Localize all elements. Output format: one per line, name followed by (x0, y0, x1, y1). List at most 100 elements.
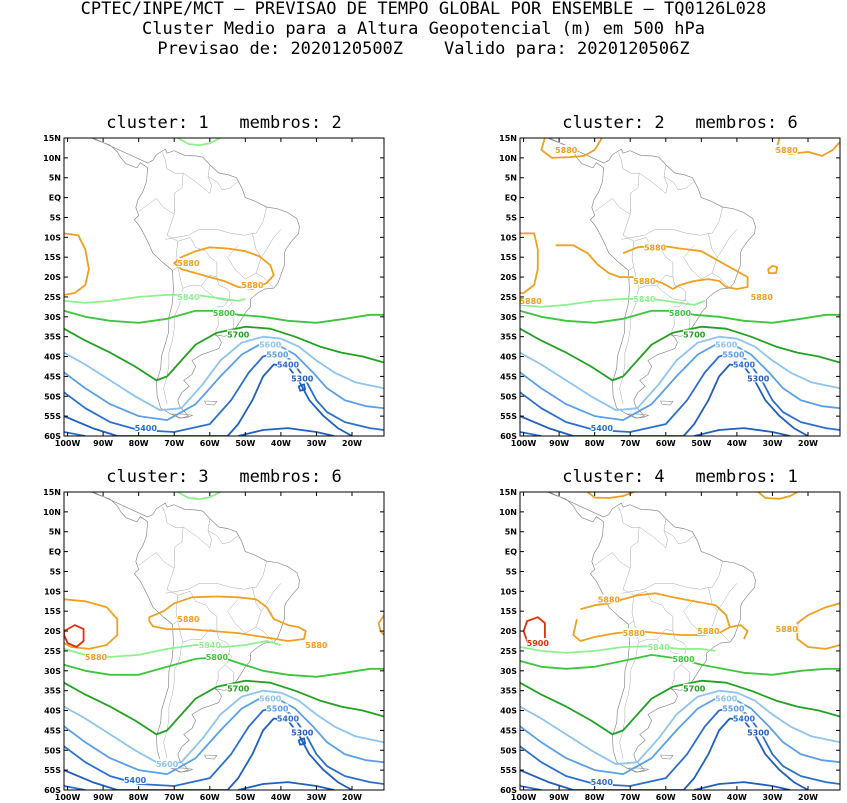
country-border (663, 176, 668, 194)
y-tick-label: 10N (499, 508, 517, 517)
contour-label: 5300 (747, 728, 770, 737)
x-tick-label: 70W (164, 439, 184, 448)
country-border (165, 229, 253, 240)
contour-line-5840 (520, 298, 706, 308)
y-tick-label: 10N (43, 154, 61, 163)
y-tick-label: 30S (44, 313, 61, 322)
country-border (173, 526, 184, 569)
contour-line-5900 (64, 624, 85, 648)
x-tick-label: 100W (511, 439, 537, 448)
y-tick-label: 50S (500, 746, 517, 755)
contour-label: 5880 (598, 595, 621, 604)
contour-label-bg (722, 349, 745, 359)
country-border (252, 207, 267, 234)
contour-line-5880 (757, 492, 798, 500)
x-tick-label: 50W (235, 439, 255, 448)
contour-label: 5880 (644, 243, 667, 252)
y-tick-label: 15S (500, 607, 517, 616)
contour-label: 5800 (206, 653, 229, 662)
contour-label-bg (590, 777, 613, 787)
island-outline (614, 473, 635, 481)
x-tick-label: 60W (656, 439, 676, 448)
contour-label-bg (672, 653, 695, 663)
country-border (166, 214, 179, 271)
x-tick-label: 40W (271, 793, 291, 802)
contour-label-bg (277, 359, 299, 369)
island-outline (627, 413, 649, 419)
y-tick-label: 55S (500, 766, 517, 775)
x-tick-label: 40W (271, 439, 291, 448)
contour-label: 5500 (722, 705, 745, 714)
figure-title-line-3: Previsao de: 2020120500Z Valido para: 20… (157, 39, 690, 59)
y-tick-label: 50S (44, 746, 61, 755)
contour-line-5880 (555, 244, 749, 290)
contour-label-bg (227, 329, 250, 339)
contour-line-5400 (64, 351, 384, 433)
contour-label-bg (291, 727, 314, 737)
contour-label: 5880 (776, 146, 799, 155)
y-tick-label: EQ (505, 548, 517, 557)
contour-line-5300 (520, 363, 809, 436)
contour-label: 5600 (156, 760, 179, 769)
x-tick-label: 70W (164, 793, 184, 802)
contour-line-5500 (64, 697, 384, 775)
y-tick-label: 40S (500, 353, 517, 362)
island-outline (203, 400, 218, 406)
country-border (708, 561, 723, 588)
contour-line-5300 (297, 737, 306, 746)
contour-label-bg (775, 144, 798, 154)
country-border (717, 583, 738, 612)
country-border (671, 298, 689, 332)
x-tick-label: 100W (511, 793, 537, 802)
y-tick-label: 5S (50, 567, 62, 576)
country-border (621, 583, 709, 594)
x-tick-label: 80W (129, 793, 149, 802)
x-tick-label: 60W (656, 793, 676, 802)
y-tick-label: 10S (44, 233, 61, 242)
contour-label: 5880 (520, 297, 543, 306)
map-frame (519, 137, 841, 437)
y-tick-label: 35S (44, 333, 61, 342)
contour-label: 5840 (177, 293, 200, 302)
country-border (261, 583, 282, 612)
contour-line-5600 (64, 689, 384, 766)
country-border (663, 530, 668, 548)
x-tick-label: 40W (727, 793, 747, 802)
contour-label: 5400 (733, 714, 756, 723)
contour-line-5880 (540, 138, 603, 159)
contour-label-bg (722, 703, 745, 713)
x-tick-label: 90W (93, 439, 113, 448)
island-outline (659, 400, 674, 406)
panel-title-cluster-3: cluster: 3 membros: 6 (106, 467, 342, 487)
x-tick-label: 30W (762, 439, 782, 448)
country-border (594, 552, 631, 569)
y-tick-label: 15N (499, 134, 517, 143)
contour-line-5700 (520, 679, 840, 736)
coastline (547, 138, 756, 419)
contour-line-5840 (64, 294, 246, 304)
contour-label-bg (198, 639, 221, 649)
y-tick-label: 35S (44, 687, 61, 696)
contour-label-bg (213, 307, 235, 317)
coastline (547, 492, 756, 773)
y-tick-label: 35S (500, 687, 517, 696)
country-border (622, 568, 635, 625)
contour-label: 5300 (291, 728, 314, 737)
contour-label-bg (305, 639, 328, 649)
contour-label: 5800 (672, 655, 695, 664)
country-border (618, 506, 666, 548)
panel-title-cluster-1: cluster: 1 membros: 2 (106, 113, 342, 133)
contour-line-5600 (520, 335, 840, 412)
island-outline (627, 767, 649, 773)
y-tick-label: 60S (44, 786, 61, 795)
country-border (227, 587, 262, 634)
contour-line-5300 (237, 781, 335, 790)
x-tick-label: 50W (691, 439, 711, 448)
x-tick-label: 90W (549, 793, 569, 802)
country-border (173, 172, 184, 215)
contour-label-bg (644, 242, 667, 252)
x-tick-label: 60W (200, 439, 220, 448)
country-border (224, 664, 235, 685)
